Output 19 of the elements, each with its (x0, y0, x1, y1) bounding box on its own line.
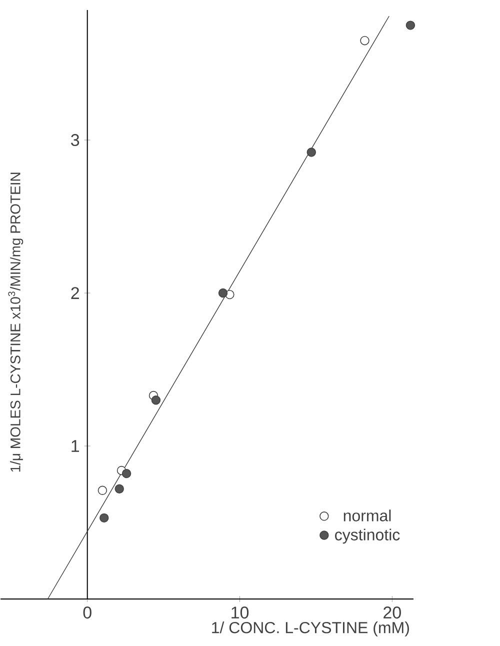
point (99, 513, 109, 523)
y-tick-label: 3 (70, 134, 79, 146)
point (114, 484, 124, 494)
x-tick-label: 0 (83, 606, 92, 619)
point (122, 468, 131, 478)
point (151, 396, 160, 405)
point (98, 486, 107, 495)
x-tick-label: 10 (231, 606, 248, 619)
y-tick-label: 1 (72, 440, 79, 452)
legend-label: cystinotic (334, 528, 400, 544)
y-tick-label: 2 (71, 287, 79, 299)
x-axis-title: 1/ CONC. L-CYSTINE (mM) (212, 622, 409, 636)
point (306, 148, 316, 157)
legend-label: normal (344, 510, 390, 522)
point (406, 20, 415, 30)
point (360, 36, 370, 46)
point (218, 288, 228, 298)
y-axis-title: 1/μ MOLES L-CYSTINE x10$^{3}$/MIN/mg PROTEIN (8, 172, 23, 472)
x-tick-label: 20 (383, 606, 401, 619)
